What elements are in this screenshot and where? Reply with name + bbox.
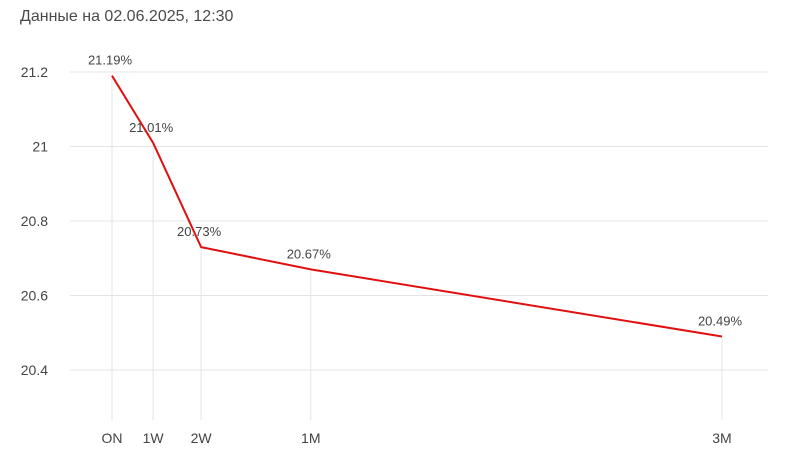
series-line — [111, 75, 723, 338]
x-tick-label: ON — [102, 430, 123, 446]
y-gridlines — [70, 71, 768, 371]
x-tick-label: 3M — [712, 430, 731, 446]
data-labels: 21.19% 21.01% 20.73% 20.67% 20.49% — [88, 53, 743, 329]
data-label: 21.01% — [129, 120, 174, 135]
y-tick-label: 20.8 — [21, 213, 48, 229]
data-label: 20.49% — [698, 313, 743, 328]
data-timestamp-caption: Данные на 02.06.2025, 12:30 — [20, 8, 234, 25]
y-tick-label: 20.6 — [21, 288, 48, 304]
data-label: 20.67% — [287, 246, 332, 261]
x-tick-label: 1W — [143, 430, 165, 446]
data-label: 21.19% — [88, 53, 133, 68]
y-tick-label: 20.4 — [21, 362, 48, 378]
series-line-group — [111, 75, 723, 338]
data-label: 20.73% — [177, 224, 222, 239]
x-tick-label: 2W — [191, 430, 213, 446]
y-tick-labels: 20.4 20.6 20.8 21 21.2 — [21, 64, 48, 378]
x-tick-labels: ON 1W 2W 1M 3M — [102, 430, 732, 446]
y-tick-label: 21.2 — [21, 64, 48, 80]
y-tick-label: 21 — [32, 139, 48, 155]
x-gridlines — [111, 75, 723, 420]
x-tick-label: 1M — [301, 430, 320, 446]
